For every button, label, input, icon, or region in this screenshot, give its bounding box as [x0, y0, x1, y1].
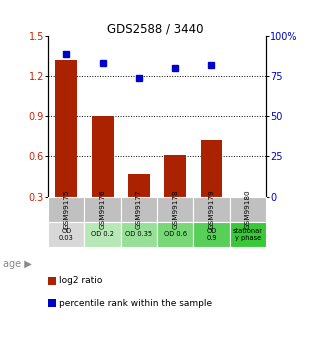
Text: age ▶: age ▶ [3, 259, 32, 269]
Text: GSM99180: GSM99180 [245, 189, 251, 229]
Bar [230, 221, 266, 247]
Text: OD
0.03: OD 0.03 [59, 228, 74, 241]
Text: GSM99177: GSM99177 [136, 189, 142, 229]
Bar [193, 221, 230, 247]
Text: GSM99178: GSM99178 [172, 189, 178, 229]
Bar [201, 140, 222, 197]
Text: stationar
y phase: stationar y phase [233, 228, 263, 241]
Text: GDS2588 / 3440: GDS2588 / 3440 [107, 22, 204, 36]
Bar [193, 197, 230, 221]
Bar [128, 174, 150, 197]
Bar [85, 221, 121, 247]
Bar [48, 197, 85, 221]
Text: OD
0.9: OD 0.9 [206, 228, 217, 241]
Bar [85, 197, 121, 221]
Text: OD 0.6: OD 0.6 [164, 231, 187, 237]
Text: GSM99176: GSM99176 [100, 189, 106, 229]
Bar [230, 197, 266, 221]
Text: log2 ratio: log2 ratio [59, 276, 102, 285]
Bar [92, 116, 114, 197]
Bar [121, 197, 157, 221]
Text: GSM99175: GSM99175 [63, 189, 69, 229]
Text: OD 0.35: OD 0.35 [125, 231, 152, 237]
Text: GSM99179: GSM99179 [208, 189, 215, 229]
Bar [157, 221, 193, 247]
Bar [55, 60, 77, 197]
Bar [157, 197, 193, 221]
Text: OD 0.2: OD 0.2 [91, 231, 114, 237]
Bar [121, 221, 157, 247]
Bar [48, 221, 85, 247]
Bar [164, 155, 186, 197]
Text: percentile rank within the sample: percentile rank within the sample [59, 299, 212, 308]
